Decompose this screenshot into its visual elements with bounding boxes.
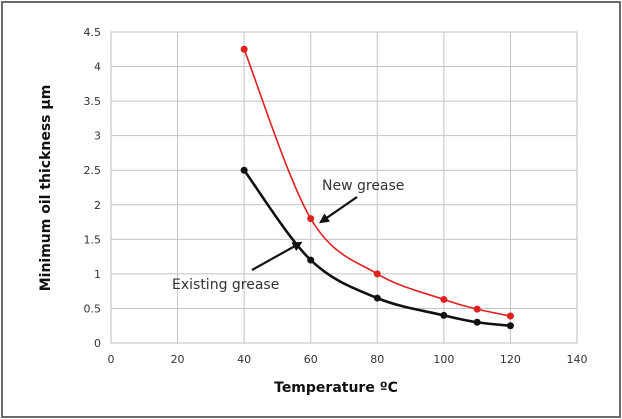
annotations: New grease Existing grease xyxy=(172,178,404,293)
x-axis-title: Temperature ºC xyxy=(274,380,398,396)
y-tick-label: 4.5 xyxy=(84,26,102,39)
data-point-new-grease xyxy=(506,312,514,320)
y-tick-label: 3 xyxy=(94,130,101,143)
data-point-new-grease xyxy=(307,215,315,223)
x-tick-labels: 0 20 40 60 80 100 120 140 xyxy=(108,353,588,366)
data-point-new-grease xyxy=(440,295,448,303)
x-tick-label: 100 xyxy=(433,353,454,366)
data-point-existing-grease xyxy=(307,256,315,264)
y-axis-title: Minimum oil thickness µm xyxy=(38,85,54,292)
y-tick-label: 4 xyxy=(94,61,101,74)
data-point-new-grease xyxy=(373,270,381,278)
annotation-arrow-new-grease xyxy=(319,196,358,224)
data-point-existing-grease xyxy=(240,166,248,174)
y-tick-label: 0.5 xyxy=(84,302,102,315)
y-tick-label: 1 xyxy=(94,268,101,281)
y-tick-label: 1.5 xyxy=(84,233,102,246)
data-point-new-grease xyxy=(473,305,481,313)
x-tick-label: 0 xyxy=(108,353,115,366)
data-point-new-grease xyxy=(240,45,248,53)
y-tick-label: 2.5 xyxy=(84,164,102,177)
y-tick-labels: 0 0.5 1 1.5 2 2.5 3 3.5 4 4.5 xyxy=(84,26,102,350)
annotation-label-new-grease: New grease xyxy=(322,178,404,194)
plot-area xyxy=(110,31,578,344)
x-tick-label: 140 xyxy=(567,353,588,366)
data-point-existing-grease xyxy=(440,311,448,319)
data-point-existing-grease xyxy=(506,322,514,330)
x-tick-label: 120 xyxy=(500,353,521,366)
x-tick-label: 20 xyxy=(171,353,185,366)
y-tick-label: 3.5 xyxy=(84,95,102,108)
annotation-label-existing-grease: Existing grease xyxy=(172,277,279,293)
x-tick-label: 60 xyxy=(304,353,318,366)
x-tick-label: 80 xyxy=(370,353,384,366)
annotation-arrow-existing-grease xyxy=(251,241,303,271)
y-tick-label: 0 xyxy=(94,337,101,350)
data-point-existing-grease xyxy=(373,294,381,302)
data-point-existing-grease xyxy=(473,318,481,326)
x-tick-label: 40 xyxy=(237,353,251,366)
series-group xyxy=(240,45,514,330)
y-tick-label: 2 xyxy=(94,199,101,212)
